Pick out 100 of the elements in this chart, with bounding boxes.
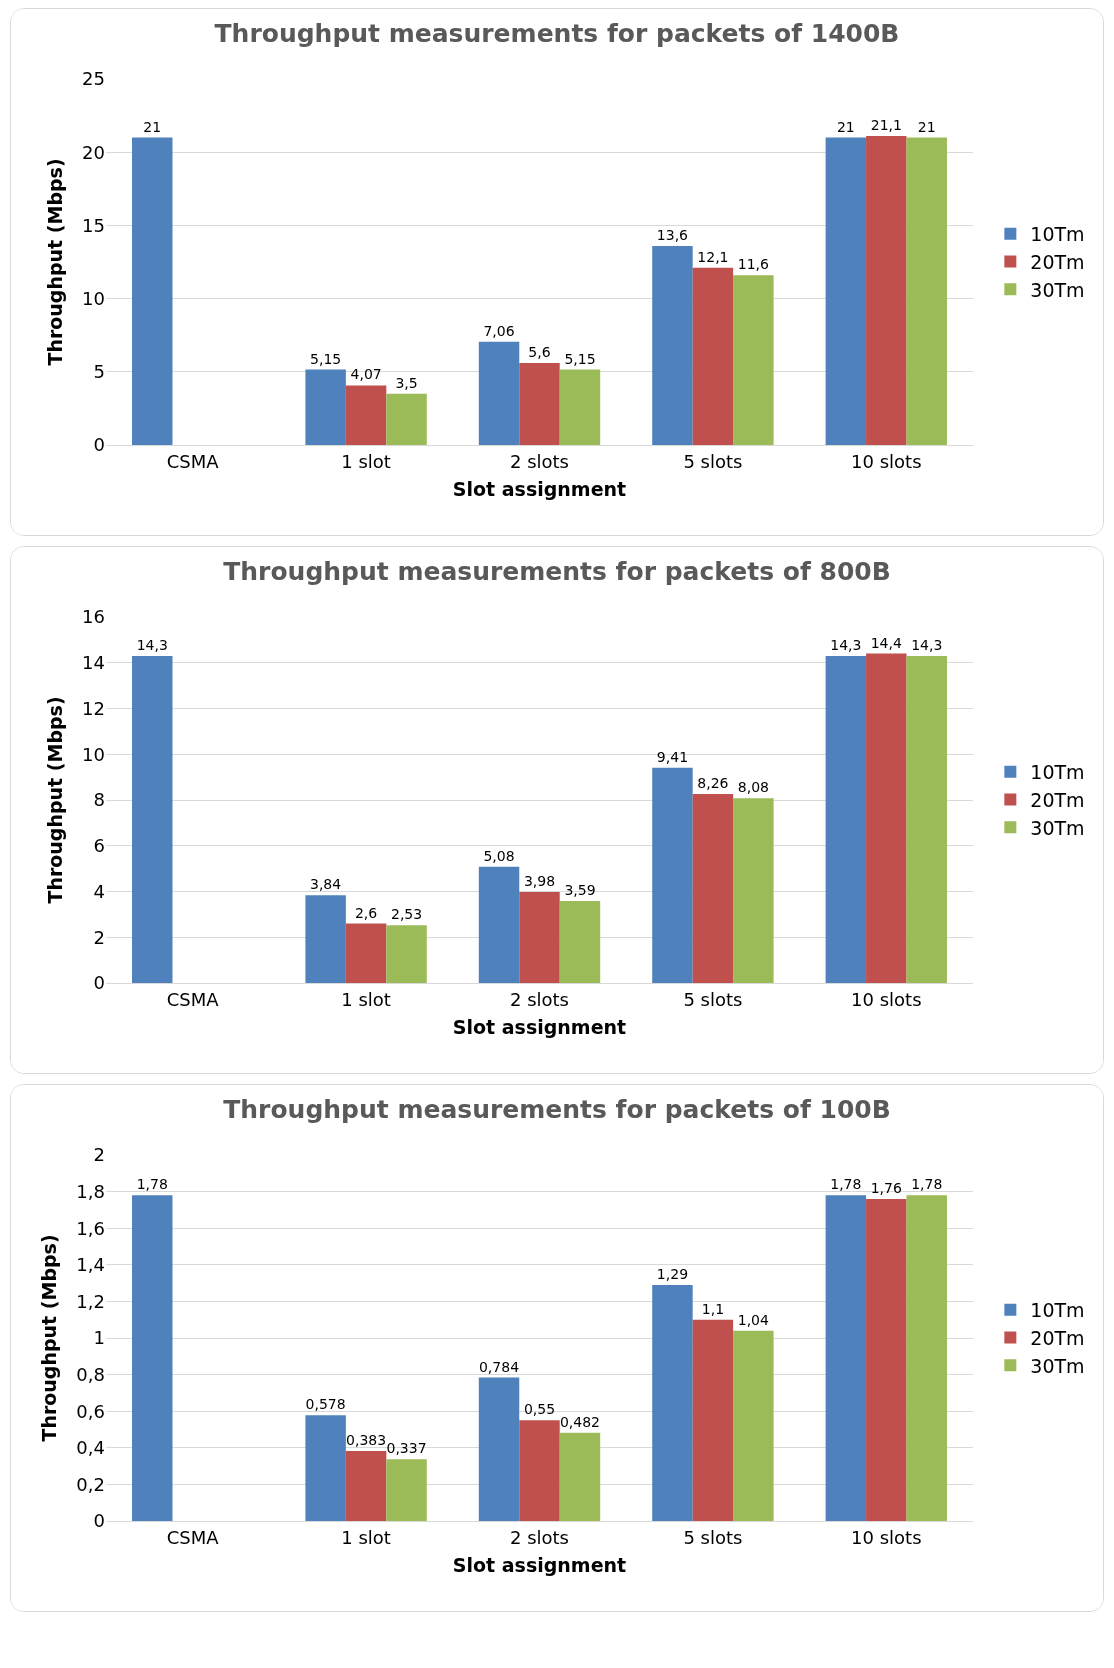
- y-axis-title: Throughput (Mbps): [43, 158, 66, 366]
- bar: [478, 341, 520, 445]
- data-label: 1,78: [911, 1176, 943, 1193]
- bar: [866, 1198, 907, 1521]
- y-tick-label: 16: [82, 606, 105, 628]
- data-label: 8,26: [697, 775, 729, 792]
- legend-label: 20Tm: [1030, 1326, 1085, 1349]
- data-label: 0,55: [523, 1401, 556, 1418]
- bar: [825, 137, 867, 445]
- data-label: 21: [836, 118, 855, 135]
- bar: [652, 245, 693, 445]
- bar: [345, 1450, 387, 1521]
- bar: [559, 1432, 601, 1521]
- y-tick-label: 10: [82, 743, 105, 765]
- y-tick-label: 15: [82, 214, 105, 236]
- y-tick-label: 12: [82, 697, 105, 719]
- y-tick-label: 25: [82, 68, 105, 90]
- data-label: 13,6: [656, 226, 689, 243]
- x-tick-label: 10 slots: [851, 1526, 922, 1548]
- bar: [345, 385, 387, 445]
- y-tick-label: 5: [93, 361, 105, 383]
- bar: [386, 925, 427, 983]
- y-tick-label: 6: [93, 835, 105, 857]
- x-tick-label: 2 slots: [509, 988, 570, 1010]
- y-tick-label: 10: [82, 287, 105, 309]
- x-tick-label: CSMA: [166, 988, 220, 1010]
- x-axis-title: Slot assignment: [452, 478, 627, 501]
- data-label: 3,98: [523, 872, 556, 889]
- bar: [866, 136, 907, 445]
- bar: [906, 1195, 947, 1521]
- bar: [825, 655, 867, 983]
- bar: [478, 1377, 520, 1521]
- bar: [478, 866, 520, 983]
- y-tick-label: 1,4: [76, 1254, 105, 1276]
- bar: [559, 369, 601, 445]
- y-tick-label: 0,8: [76, 1363, 105, 1385]
- y-tick-label: 8: [93, 789, 105, 811]
- data-label: 14,4: [870, 634, 902, 651]
- data-label: 12,1: [697, 248, 729, 265]
- y-axis-title: Throughput (Mbps): [43, 696, 66, 904]
- bar: [733, 275, 774, 445]
- x-tick-label: 1 slot: [341, 1526, 391, 1548]
- data-label: 14,3: [911, 636, 943, 653]
- bar: [733, 798, 774, 983]
- data-label: 5,15: [310, 350, 342, 367]
- data-label: 3,84: [310, 876, 342, 893]
- x-tick-label: 10 slots: [851, 988, 922, 1010]
- bar: [132, 137, 173, 445]
- data-label: 8,08: [737, 779, 769, 796]
- data-label: 3,59: [564, 881, 596, 898]
- data-label: 1,78: [830, 1176, 862, 1193]
- y-tick-label: 0,2: [76, 1473, 105, 1495]
- y-tick-label: 20: [82, 141, 105, 163]
- chart-title: Throughput measurements for packets of 100B: [223, 1095, 891, 1125]
- bar: [305, 369, 346, 445]
- y-tick-label: 0,6: [76, 1400, 105, 1422]
- data-label: 21,1: [870, 117, 902, 134]
- data-label: 0,578: [305, 1396, 346, 1413]
- data-label: 5,08: [483, 847, 515, 864]
- data-label: 2,53: [390, 906, 423, 923]
- legend-label: 20Tm: [1030, 250, 1085, 273]
- bar: [825, 1195, 867, 1521]
- data-label: 0,383: [346, 1431, 387, 1448]
- bar: [652, 767, 693, 983]
- data-label: 3,5: [395, 374, 418, 391]
- bar: [386, 393, 427, 445]
- data-label: 11,6: [737, 256, 769, 273]
- bar: [652, 1284, 693, 1521]
- data-label: 14,3: [830, 636, 862, 653]
- chart-title: Throughput measurements for packets of 800B: [223, 557, 891, 587]
- data-label: 21: [917, 118, 936, 135]
- chart-title: Throughput measurements for packets of 1400B: [214, 19, 900, 49]
- y-tick-label: 2: [93, 1144, 105, 1166]
- data-label: 7,06: [483, 322, 515, 339]
- bar: [132, 655, 173, 983]
- bar: [692, 794, 734, 983]
- bar: [305, 895, 346, 983]
- y-tick-label: 0,4: [76, 1437, 105, 1459]
- bar: [386, 1459, 427, 1521]
- data-label: 1,04: [737, 1311, 769, 1328]
- x-tick-label: 5 slots: [683, 988, 743, 1010]
- data-label: 1,29: [656, 1265, 689, 1282]
- bar: [519, 891, 560, 983]
- data-label: 5,15: [564, 350, 596, 367]
- data-label: 2,6: [354, 904, 378, 921]
- legend-label: 30Tm: [1030, 278, 1085, 301]
- legend-label: 20Tm: [1030, 788, 1085, 811]
- legend-label: 10Tm: [1030, 761, 1085, 784]
- data-label: 9,41: [656, 748, 689, 765]
- bar: [345, 923, 387, 983]
- data-label: 14,3: [136, 636, 168, 653]
- y-tick-label: 2: [93, 926, 105, 948]
- bar: [305, 1415, 346, 1521]
- data-label: 4,07: [350, 366, 382, 383]
- data-label: 5,6: [528, 344, 551, 361]
- data-label: 0,337: [386, 1440, 427, 1457]
- x-tick-label: 5 slots: [683, 450, 743, 472]
- data-label: 21: [143, 118, 162, 135]
- bar: [692, 1319, 734, 1521]
- legend-label: 30Tm: [1030, 816, 1085, 839]
